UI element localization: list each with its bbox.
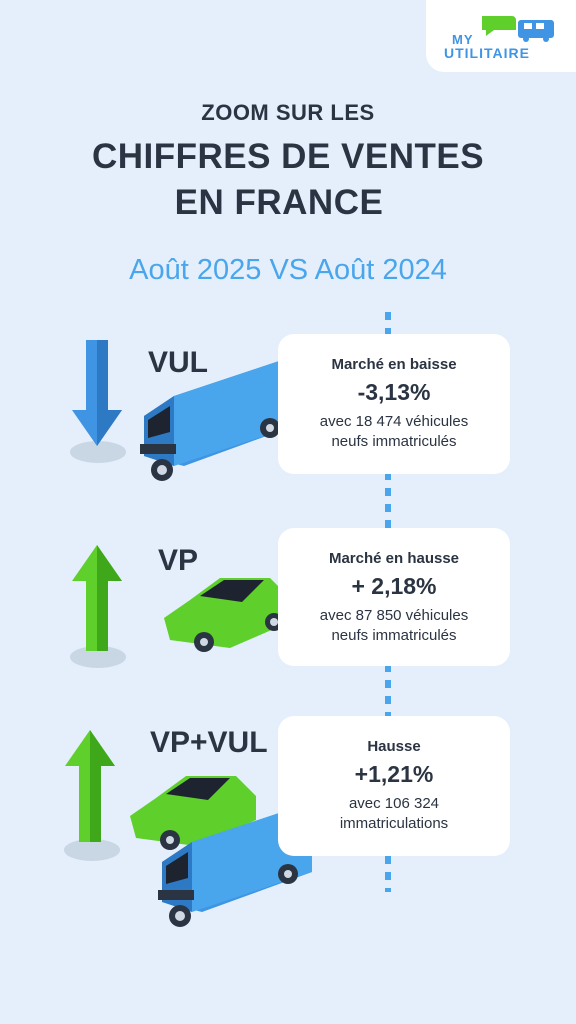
card-description-line2: immatriculations	[339, 815, 449, 832]
section-label-vul: VUL	[148, 346, 208, 379]
card-title: Hausse	[367, 738, 421, 755]
arrow-up-icon	[70, 545, 126, 668]
card-description: avec 106 324 immatriculations	[278, 794, 510, 834]
card-description-line1: avec 87 850 véhicules	[319, 607, 469, 624]
stat-card-vp: Marché en hausse + 2,18% avec 87 850 véh…	[278, 528, 510, 666]
car-icon-combined	[130, 776, 256, 850]
logo-text-top: MY	[452, 32, 474, 47]
section-label-vp-vul: VP+VUL	[150, 726, 268, 759]
card-description: avec 87 850 véhicules neufs immatriculés	[278, 606, 510, 646]
card-description-line2: neufs immatriculés	[331, 627, 457, 644]
arrow-up-icon-combined	[64, 730, 120, 861]
heading-small: ZOOM SUR LES	[201, 100, 375, 125]
card-description-line2: neufs immatriculés	[331, 433, 457, 450]
heading-main-line2: EN FRANCE	[174, 183, 384, 222]
card-percent: +1,21%	[354, 761, 434, 787]
card-description-line1: avec 18 474 véhicules	[319, 413, 469, 430]
stat-card-vul: Marché en baisse -3,13% avec 18 474 véhi…	[278, 334, 510, 474]
arrow-down-icon	[70, 340, 126, 463]
heading-main-line1: CHIFFRES DE VENTES	[91, 137, 485, 176]
logo: MY UTILITAIRE	[426, 0, 576, 72]
card-title: Marché en hausse	[328, 550, 460, 567]
card-description: avec 18 474 véhicules neufs immatriculés	[278, 412, 510, 452]
heading-main: CHIFFRES DE VENTES EN FRANCE	[0, 134, 576, 226]
van-icon	[140, 356, 294, 481]
card-title: Marché en baisse	[331, 356, 457, 373]
van-logo-icon	[482, 16, 554, 42]
stat-card-vp-vul: Hausse +1,21% avec 106 324 immatriculati…	[278, 716, 510, 856]
subtitle: Août 2025 VS Août 2024	[129, 254, 447, 286]
card-percent: -3,13%	[357, 379, 431, 405]
card-description-line1: avec 106 324	[348, 795, 440, 812]
logo-text-bottom: UTILITAIRE	[444, 45, 530, 61]
section-label-vp: VP	[158, 544, 199, 577]
card-percent: + 2,18%	[351, 573, 437, 599]
car-icon	[164, 578, 290, 652]
